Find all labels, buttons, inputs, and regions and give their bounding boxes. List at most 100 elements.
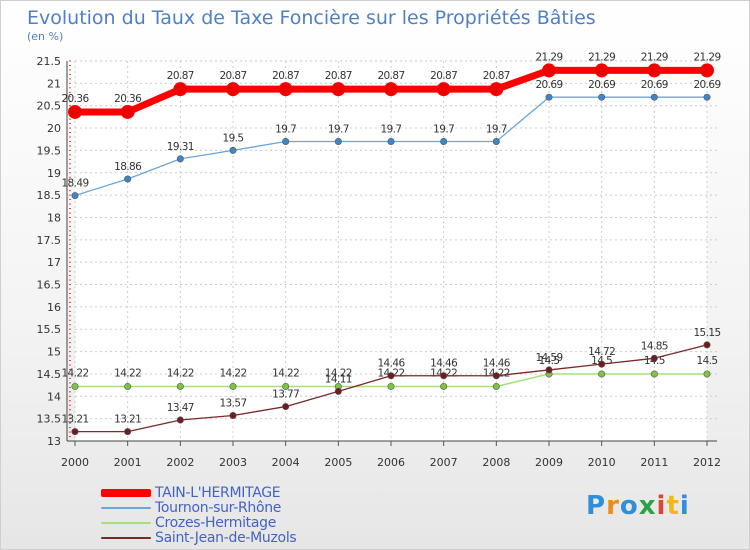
series-point-3 bbox=[492, 372, 500, 380]
legend-swatch bbox=[101, 536, 151, 539]
series-point-3 bbox=[387, 372, 395, 380]
data-label-0: 20.87 bbox=[167, 70, 194, 82]
y-tick-label: 16.5 bbox=[37, 279, 62, 292]
y-tick-label: 19 bbox=[47, 167, 61, 180]
data-label-0: 20.87 bbox=[272, 70, 299, 82]
logo-letter: P bbox=[586, 491, 607, 521]
data-label-1: 19.7 bbox=[328, 123, 349, 135]
series-point-3 bbox=[229, 412, 237, 420]
series-point-3 bbox=[282, 403, 290, 411]
data-label-0: 20.87 bbox=[483, 70, 510, 82]
series-point-1 bbox=[598, 93, 606, 101]
data-label-0: 20.87 bbox=[219, 70, 246, 82]
series-point-3 bbox=[598, 360, 606, 368]
series-point-0 bbox=[436, 82, 451, 97]
series-point-2 bbox=[703, 370, 711, 378]
data-label-0: 21.29 bbox=[588, 51, 615, 63]
series-point-3 bbox=[334, 387, 342, 395]
data-label-3: 14.46 bbox=[430, 358, 458, 370]
series-point-3 bbox=[440, 372, 448, 380]
series-point-0 bbox=[700, 63, 714, 78]
series-point-0 bbox=[68, 104, 82, 119]
y-tick-label: 21 bbox=[47, 77, 61, 90]
y-tick-label: 17 bbox=[47, 256, 61, 269]
data-label-0: 20.87 bbox=[377, 70, 404, 82]
series-point-2 bbox=[124, 382, 132, 390]
x-tick-label: 2009 bbox=[535, 456, 563, 469]
data-label-2: 14.22 bbox=[219, 367, 246, 379]
series-point-0 bbox=[489, 82, 504, 97]
x-tick-label: 2005 bbox=[324, 456, 352, 469]
data-label-0: 20.87 bbox=[430, 70, 457, 82]
line-chart: 13 13.5 14 14.5 15 15.5 16 16.5 17 17.5 18 18.5 19 19… bbox=[37, 51, 722, 469]
series-point-1 bbox=[334, 137, 342, 145]
legend-label: Saint-Jean-de-Muzols bbox=[155, 529, 297, 546]
logo-letter: r bbox=[606, 491, 620, 521]
chart-subtitle: (en %) bbox=[27, 30, 64, 43]
data-label-2: 14.5 bbox=[697, 355, 718, 367]
proxiti-logo: Proxiti bbox=[586, 491, 690, 521]
y-tick-label: 20 bbox=[47, 122, 61, 135]
series-point-2 bbox=[440, 382, 448, 390]
data-label-1: 19.31 bbox=[167, 141, 194, 153]
x-tick-label: 2000 bbox=[61, 456, 89, 469]
series-point-1 bbox=[492, 137, 500, 145]
y-tick-label: 15 bbox=[47, 346, 61, 359]
series-point-1 bbox=[545, 93, 553, 101]
data-label-2: 14.22 bbox=[167, 367, 194, 379]
legend-swatch bbox=[101, 521, 151, 524]
series-point-3 bbox=[71, 428, 79, 436]
x-tick-label: 2012 bbox=[693, 456, 721, 469]
legend-item: Tournon-sur-Rhône bbox=[101, 499, 296, 516]
x-tick-label: 2010 bbox=[588, 456, 616, 469]
data-label-3: 14.46 bbox=[377, 358, 405, 370]
x-tick-label: 2004 bbox=[272, 456, 300, 469]
data-label-3: 14.11 bbox=[325, 373, 352, 385]
data-label-1: 19.7 bbox=[433, 123, 454, 135]
series-point-3 bbox=[124, 428, 132, 436]
data-label-3: 15.15 bbox=[693, 327, 720, 339]
series-point-1 bbox=[387, 137, 395, 145]
y-tick-label: 13 bbox=[47, 435, 61, 448]
y-tick-label: 14 bbox=[47, 390, 61, 403]
series-point-2 bbox=[282, 382, 290, 390]
series-point-0 bbox=[226, 82, 240, 97]
legend-item: TAIN-L'HERMITAGE bbox=[101, 484, 296, 501]
legend-label: Tournon-sur-Rhône bbox=[155, 499, 282, 516]
data-label-2: 14.22 bbox=[114, 367, 141, 379]
series-point-0 bbox=[120, 104, 135, 119]
data-label-1: 19.7 bbox=[381, 123, 402, 135]
x-tick-label: 2003 bbox=[219, 456, 247, 469]
data-label-0: 20.87 bbox=[325, 70, 352, 82]
legend-label: Crozes-Hermitage bbox=[155, 514, 277, 531]
y-tick-label: 20.5 bbox=[37, 100, 62, 113]
x-tick-label: 2006 bbox=[377, 456, 405, 469]
data-label-1: 18.49 bbox=[61, 178, 88, 190]
x-tick-label: 2011 bbox=[640, 456, 668, 469]
legend-item: Crozes-Hermitage bbox=[101, 514, 296, 531]
legend-label: TAIN-L'HERMITAGE bbox=[155, 484, 281, 501]
series-point-0 bbox=[384, 82, 398, 97]
data-label-3: 14.72 bbox=[588, 346, 615, 358]
data-label-3: 13.77 bbox=[272, 389, 299, 401]
legend-item: Saint-Jean-de-Muzols bbox=[101, 529, 297, 546]
logo-letter: x bbox=[638, 491, 657, 521]
data-label-0: 21.29 bbox=[641, 51, 668, 63]
series-point-1 bbox=[282, 137, 290, 145]
series-point-3 bbox=[650, 354, 658, 362]
data-label-0: 20.36 bbox=[114, 93, 142, 105]
series-point-0 bbox=[594, 63, 609, 78]
y-tick-label: 17.5 bbox=[37, 234, 62, 247]
data-label-2: 14.22 bbox=[61, 367, 88, 379]
data-label-1: 19.5 bbox=[223, 132, 244, 144]
y-tick-label: 19.5 bbox=[37, 144, 62, 157]
data-label-1: 18.86 bbox=[114, 161, 142, 173]
data-label-1: 20.69 bbox=[588, 79, 615, 91]
y-tick-label: 15.5 bbox=[37, 323, 62, 336]
series-point-2 bbox=[229, 382, 237, 390]
data-label-1: 19.7 bbox=[486, 123, 507, 135]
x-tick-label: 2007 bbox=[430, 456, 458, 469]
series-point-2 bbox=[71, 382, 79, 390]
series-point-1 bbox=[124, 175, 132, 183]
